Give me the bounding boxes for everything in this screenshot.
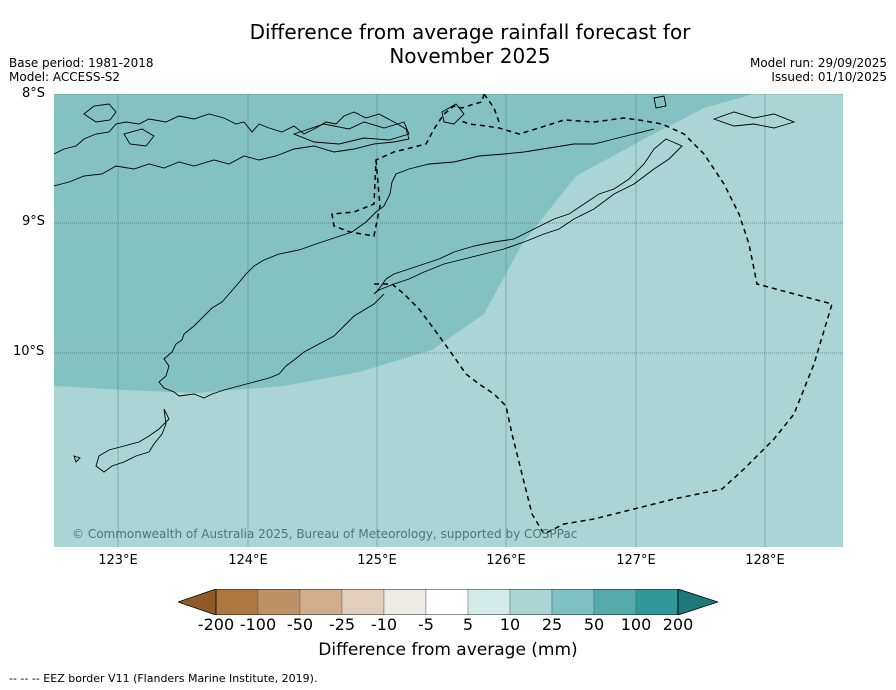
cbar-tick-6: -5 xyxy=(418,615,434,634)
lat-label-9s: 9°S xyxy=(22,214,46,229)
lon-label-123e: 123°E xyxy=(98,553,138,568)
lon-label-125e: 125°E xyxy=(357,553,397,568)
coastlines xyxy=(54,95,796,473)
forecast-map: © Commonwealth of Australia 2025, Bureau… xyxy=(54,94,843,547)
colorbar xyxy=(178,589,718,615)
leti-coast xyxy=(653,95,667,109)
colorbar-label: Difference from average (mm) xyxy=(318,640,578,660)
colorbar-seg-9 xyxy=(551,589,595,615)
cbar-tick-3: -50 xyxy=(286,615,314,634)
cbar-tick-7: 5 xyxy=(462,615,474,634)
title-line-2: November 2025 xyxy=(389,44,551,68)
colorbar-seg-6 xyxy=(425,589,469,615)
lon-label-128e: 128°E xyxy=(745,553,785,568)
model-name: Model: ACCESS-S2 xyxy=(9,70,121,84)
colorbar-seg-8 xyxy=(509,589,553,615)
eez-legend-note: -- -- -- EEZ border V11 (Flanders Marine… xyxy=(9,672,318,685)
issued-date: Issued: 01/10/2025 xyxy=(771,70,887,84)
title-line-1: Difference from average rainfall forecas… xyxy=(249,20,691,44)
colorbar-seg-7 xyxy=(467,589,511,615)
base-info: Base period: 1981-2018 Model: ACCESS-S2 xyxy=(9,56,154,84)
colorbar-min-extend xyxy=(178,589,217,615)
colorbar-seg-1 xyxy=(215,589,259,615)
cbar-tick-12: 200 xyxy=(662,615,694,634)
model-run: Model run: 29/09/2025 xyxy=(749,56,887,70)
cbar-tick-8: 10 xyxy=(499,615,521,634)
lat-label-8s: 8°S xyxy=(22,86,46,101)
colorbar-seg-11 xyxy=(635,589,679,615)
colorbar-seg-5 xyxy=(383,589,427,615)
high-anomaly-region xyxy=(54,94,754,393)
cbar-tick-5: -10 xyxy=(370,615,398,634)
timor-north-coast xyxy=(373,138,683,295)
base-period: Base period: 1981-2018 xyxy=(9,56,154,70)
colorbar-seg-10 xyxy=(593,589,637,615)
wetar-coast xyxy=(292,121,410,145)
lon-label-126e: 126°E xyxy=(486,553,526,568)
pantar-coast xyxy=(123,128,155,147)
parallel-lines xyxy=(54,94,843,354)
timor-main-coast xyxy=(158,128,655,399)
colorbar-seg-2 xyxy=(257,589,301,615)
colorbar-max-extend xyxy=(677,589,718,615)
copyright-text: © Commonwealth of Australia 2025, Bureau… xyxy=(72,527,577,541)
lat-label-10s: 10°S xyxy=(13,344,45,359)
run-info: Model run: 29/09/2025 Issued: 01/10/2025 xyxy=(750,56,887,84)
cbar-tick-10: 50 xyxy=(583,615,605,634)
colorbar-frame xyxy=(215,589,679,615)
cbar-tick-9: 25 xyxy=(541,615,563,634)
map-title: Difference from average rainfall forecas… xyxy=(0,20,896,68)
lon-label-127e: 127°E xyxy=(616,553,656,568)
colorbar-seg-4 xyxy=(341,589,385,615)
moa-coast xyxy=(712,111,796,129)
flores-coast xyxy=(54,111,410,187)
eez-border xyxy=(331,94,833,535)
cbar-tick-1: -200 xyxy=(197,615,235,634)
cbar-tick-2: -100 xyxy=(239,615,277,634)
sumba-rote-coast xyxy=(95,408,170,473)
colorbar-seg-3 xyxy=(299,589,343,615)
cbar-tick-4: -25 xyxy=(328,615,356,634)
lon-label-124e: 124°E xyxy=(228,553,268,568)
alor-coast xyxy=(83,103,117,123)
small-island-coast xyxy=(73,455,81,463)
cbar-tick-11: 100 xyxy=(620,615,652,634)
